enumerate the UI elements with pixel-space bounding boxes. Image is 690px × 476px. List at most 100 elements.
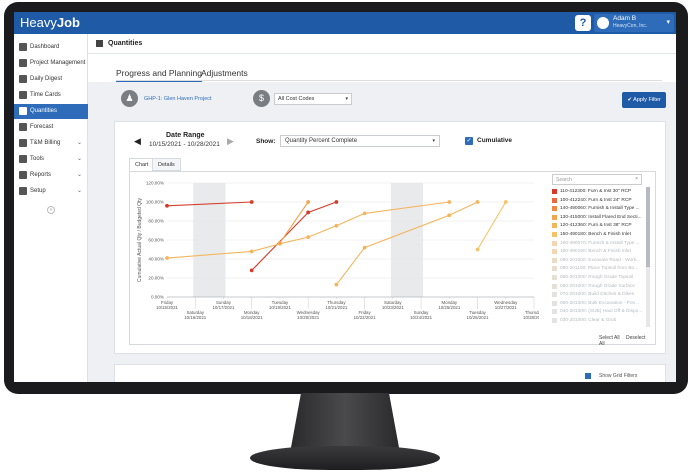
cost-code-select[interactable]: All Cost Codes ▾ bbox=[274, 93, 352, 105]
project-link[interactable]: GHP-1: Glen Haven Project bbox=[144, 96, 212, 102]
tab-adjustments[interactable]: Adjustments bbox=[201, 68, 248, 78]
y-tick-label: 100.00% bbox=[146, 200, 164, 205]
sidebar-item-reports[interactable]: Reports ⌄ bbox=[14, 168, 88, 183]
legend-item[interactable]: 140-490060: Furnish & Install Type ... bbox=[552, 205, 648, 213]
filter-bar: ♟ GHP-1: Glen Haven Project $ All Cost C… bbox=[88, 82, 676, 118]
x-tick-label: Sunday bbox=[414, 310, 430, 315]
legend-item[interactable]: 080-201100: Place Topsoil from Bo... bbox=[552, 265, 648, 273]
legend-item[interactable]: 070-201000: Build Ditches & Dikes bbox=[552, 291, 648, 299]
project-icon[interactable]: ♟ bbox=[121, 90, 138, 107]
cost-code-icon[interactable]: $ bbox=[253, 90, 270, 107]
download-icon[interactable] bbox=[585, 373, 591, 379]
legend-item-label: 060-201000: Bulk Excavation - Pon... bbox=[560, 300, 640, 306]
legend-swatch bbox=[552, 206, 557, 212]
tab-chart[interactable]: Chart bbox=[129, 158, 155, 171]
sidebar-item-tools[interactable]: Tools ⌄ bbox=[14, 152, 88, 167]
legend-item-label: 030-201000: Clear & Grub bbox=[560, 318, 617, 323]
tab-details[interactable]: Details bbox=[152, 158, 181, 171]
legend-item-label: 140-490060: Furnish & Install Type ... bbox=[560, 206, 640, 212]
x-tick-label: 10/15/2021 bbox=[156, 305, 179, 310]
details-card: Show Grid Filters bbox=[114, 364, 666, 382]
next-range-icon[interactable]: ▶ bbox=[227, 136, 234, 146]
legend-swatch bbox=[552, 318, 557, 323]
chevron-down-icon: ▾ bbox=[666, 19, 670, 26]
user-menu[interactable]: Adam B HeavyCon, Inc. ▾ bbox=[594, 14, 674, 32]
legend-item[interactable]: 110-412300: Furn & Inst 30" RCP bbox=[552, 188, 648, 196]
legend-swatch bbox=[552, 240, 557, 246]
legend-swatch bbox=[552, 266, 557, 272]
x-tick-label: Thursday bbox=[327, 300, 346, 305]
sidebar-item-time-cards[interactable]: Time Cards bbox=[14, 88, 88, 103]
legend-item[interactable]: 120-412360: Furn & Inst 36" RCP bbox=[552, 222, 648, 230]
show-label: Show: bbox=[256, 138, 276, 145]
app-logo[interactable]: HeavyJob bbox=[20, 15, 80, 30]
data-point bbox=[447, 213, 452, 218]
legend-item[interactable]: 160-490070: Furnish & Install Type ... bbox=[552, 240, 648, 248]
sidebar-item-setup[interactable]: Setup ⌄ bbox=[14, 184, 88, 199]
legend-swatch bbox=[552, 309, 557, 315]
legend-scrollbar[interactable] bbox=[646, 187, 650, 327]
monitor-stand-neck bbox=[290, 393, 400, 453]
x-tick-label: Saturday bbox=[186, 310, 204, 315]
sidebar: Dashboard Project Management Daily Digest T… bbox=[14, 34, 88, 382]
chevron-down-icon: ⌄ bbox=[76, 172, 82, 178]
legend-item-label: 090-201000: Excavate Road - Work... bbox=[560, 257, 641, 263]
sidebar-item-label: Project Management bbox=[30, 60, 86, 66]
x-tick-label: Thursday bbox=[525, 310, 539, 315]
legend-item[interactable]: 090-201000: Excavate Road - Work... bbox=[552, 257, 648, 265]
sidebar-item-daily-digest[interactable]: Daily Digest bbox=[14, 72, 88, 87]
y-tick-label: 60.00% bbox=[148, 238, 164, 243]
legend-swatch bbox=[552, 189, 557, 194]
app-screen: HeavyJob ? Adam B HeavyCon, Inc. ▾ Dashb… bbox=[14, 12, 676, 382]
legend-scrollbar-thumb[interactable] bbox=[646, 187, 650, 267]
x-tick-label: 10/28/2021 bbox=[523, 315, 539, 320]
sidebar-item-quantities[interactable]: Quantities bbox=[14, 104, 88, 119]
legend-item[interactable]: 150-490180: Bench & Finish Inlet bbox=[552, 231, 648, 239]
user-company: HeavyCon, Inc. bbox=[613, 23, 648, 29]
legend-item[interactable]: 060-201000: Rough Grade Topsoil bbox=[552, 274, 648, 282]
sidebar-item-project-management[interactable]: Project Management bbox=[14, 56, 88, 71]
select-all-link[interactable]: Select All bbox=[599, 335, 620, 341]
legend-item[interactable]: 040-201000: (SUB) Haul Off & Dispo... bbox=[552, 308, 648, 316]
series-line bbox=[166, 201, 252, 207]
y-tick-label: 20.00% bbox=[148, 276, 164, 281]
y-tick-label: 0.00% bbox=[151, 295, 164, 300]
sidebar-item-label: Daily Digest bbox=[30, 76, 63, 82]
sidebar-item-dashboard[interactable]: Dashboard bbox=[14, 40, 88, 55]
show-select[interactable]: Quantity Percent Complete ▾ bbox=[280, 135, 440, 147]
series-line bbox=[335, 201, 478, 285]
legend-item[interactable]: 030-201000: Clear & Grub bbox=[552, 317, 648, 325]
nav-icon bbox=[19, 187, 27, 195]
data-point bbox=[503, 200, 508, 204]
tab-progress-and-planning[interactable]: Progress and Planning bbox=[116, 68, 203, 82]
series-line bbox=[477, 201, 507, 250]
legend-item[interactable]: 050-201000: Rough Grade Surface bbox=[552, 283, 648, 291]
x-tick-label: 10/18/2021 bbox=[241, 315, 264, 320]
legend-item[interactable]: 130-415000: Install Flared End Secti... bbox=[552, 214, 648, 222]
legend-item[interactable]: 180-490180: Bench & Finish Inlet bbox=[552, 248, 648, 256]
deselect-all-link[interactable]: Deselect All bbox=[599, 335, 646, 347]
quantities-icon bbox=[96, 40, 103, 47]
x-tick-label: Tuesday bbox=[272, 300, 289, 305]
close-icon[interactable]: × bbox=[635, 176, 638, 182]
sidebar-collapse-button[interactable]: « bbox=[47, 206, 55, 214]
top-bar: HeavyJob ? Adam B HeavyCon, Inc. ▾ bbox=[14, 12, 676, 34]
sidebar-item-label: Tools bbox=[30, 156, 45, 162]
legend-item[interactable]: 060-201000: Bulk Excavation - Pon... bbox=[552, 300, 648, 308]
sidebar-item-forecast[interactable]: Forecast bbox=[14, 120, 88, 135]
page-tabs: Progress and Planning Adjustments bbox=[88, 54, 676, 82]
y-tick-label: 120.00% bbox=[146, 181, 164, 186]
x-tick-label: Wednesday bbox=[494, 300, 518, 305]
sidebar-item-t-m-billing[interactable]: T&M Billing ⌄ bbox=[14, 136, 88, 151]
cumulative-checkbox[interactable]: ✓ bbox=[465, 137, 473, 145]
legend-search-input[interactable]: Search × bbox=[552, 174, 642, 185]
legend-item[interactable]: 100-412240: Furn & Inst 24" RCP bbox=[552, 197, 648, 205]
apply-filter-button[interactable]: ✔ Apply Filter bbox=[622, 92, 666, 108]
prev-range-icon[interactable]: ◀ bbox=[134, 136, 141, 146]
nav-icon bbox=[19, 107, 27, 115]
show-grid-filters-button[interactable]: Show Grid Filters bbox=[599, 373, 638, 379]
data-point bbox=[249, 268, 254, 273]
tab-divider bbox=[116, 80, 662, 81]
help-button[interactable]: ? bbox=[575, 15, 591, 31]
